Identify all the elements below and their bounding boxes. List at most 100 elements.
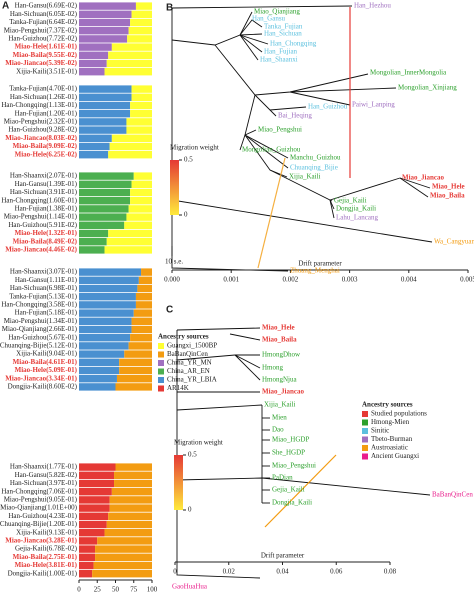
colorbar-title: Migration weight: [174, 439, 223, 447]
row-label: Miao-Jiancao(5.39E-02): [5, 59, 77, 67]
leaf-label: Chuanqing_Bijie: [290, 164, 338, 172]
row-label: Han-Fujian(1.20E-01): [15, 109, 78, 117]
row-label: Han-Sichuan(3.97E-01): [10, 479, 78, 487]
x-tick-label: 0: [77, 586, 81, 594]
bar-segment: [108, 229, 152, 238]
row-label: Han-Gansu(1.39E-01): [15, 180, 78, 188]
panel-label: B: [166, 3, 173, 14]
panel-label: C: [166, 305, 173, 316]
bar-segment: [79, 43, 112, 51]
colorbar-tick-label: 0.5: [188, 451, 197, 459]
row-label: Han-Sichuan(6.98E-01): [10, 284, 78, 292]
bar-segment: [111, 134, 152, 142]
leaf-label: Hmong: [262, 364, 284, 372]
bar-segment: [131, 93, 152, 101]
leaf-label: Wa_Cangyuan: [434, 238, 474, 246]
leaf-label: BaBanQinCen: [432, 491, 473, 499]
leaf-label: Xijia_Kaili: [264, 401, 296, 409]
bar-segment: [130, 101, 152, 110]
bar-segment: [79, 229, 109, 238]
leaf-label: Miao_Jiancao: [402, 174, 444, 182]
bar-segment: [135, 301, 152, 309]
leaf-label: Mien: [272, 414, 287, 422]
row-label: Han-Guizhou(5.67E-01): [8, 333, 77, 341]
legend-swatch: [158, 368, 164, 375]
bar-segment: [79, 51, 109, 59]
bar-segment: [116, 375, 152, 383]
bar-segment: [79, 213, 127, 221]
bar-segment: [126, 126, 152, 134]
x-tick-label: 0.003: [342, 276, 358, 284]
row-label: Tanka-Fujian(6.64E-02): [9, 18, 77, 26]
leaf-label: Lahu_Lancang: [336, 214, 378, 222]
row-label: Chuanqing-Bijie(1.20E-01): [0, 520, 78, 528]
x-tick-label: 0.000: [164, 276, 180, 284]
bar-segment: [106, 520, 152, 529]
bar-segment: [79, 545, 96, 553]
row-label: Miao-Pengshui(2.32E-01): [4, 118, 78, 126]
row-label: Miao-Jiancao(8.03E-02): [5, 134, 77, 142]
bar-segment: [131, 85, 152, 93]
row-label: Miao-Baila(9.55E-02): [13, 51, 78, 59]
migration-edge: [264, 454, 337, 528]
leaf-label: Manchu_Guizhou: [290, 154, 341, 162]
leaf-label: Bai_Heqing: [278, 112, 312, 120]
row-label: Han-Chongqing(1.60E-01): [1, 196, 77, 204]
bar-segment: [106, 59, 152, 68]
leaf-label: Dongjia_Kaili: [272, 499, 312, 507]
row-label: Xijia-Kaili(9.04E-01): [16, 350, 78, 358]
legend-title: Ancestry sources: [362, 401, 413, 409]
legend-swatch: [362, 419, 368, 426]
row-label: Han-Shaanxi(1.77E-01): [10, 463, 78, 471]
bar-segment: [92, 570, 152, 578]
bar-segment: [130, 18, 152, 27]
bar-segment: [109, 496, 152, 504]
bar-segment: [115, 463, 152, 471]
leaf-label: Miao_Baila: [430, 192, 465, 200]
bar-segment: [93, 561, 152, 570]
bar-segment: [104, 68, 152, 76]
leaf-label: Miao_Qianjiang: [254, 8, 300, 16]
x-tick-label: 0.04: [276, 568, 289, 576]
row-label: Xijia-Kaili(9.13E-01): [16, 528, 78, 536]
migration-edge: [257, 157, 286, 269]
bar-segment: [79, 151, 109, 159]
bar-segment: [79, 488, 112, 496]
bar-segment: [79, 463, 116, 471]
bar-segment: [124, 350, 152, 358]
bar-segment: [79, 309, 134, 317]
bar-segment: [131, 325, 152, 334]
leaf-label: Paiwi_Lanping: [352, 101, 395, 109]
bar-segment: [126, 213, 152, 221]
bar-segment: [79, 375, 117, 383]
bar-segment: [79, 18, 131, 27]
panel-label: A: [2, 1, 9, 12]
bar-segment: [114, 471, 152, 479]
leaf-label: Han_Fujian: [264, 48, 298, 56]
leaf-label: Tanka_Fujian: [264, 23, 303, 31]
bar-segment: [106, 238, 152, 246]
row-label: Miao-Qianjiang(1.01E+00): [0, 504, 78, 512]
bar-segment: [79, 529, 105, 537]
bar-segment: [104, 246, 152, 254]
row-label: Miao-Baila(2.75E-01): [13, 553, 78, 561]
row-label: Miao-Baila(8.49E-02): [13, 237, 78, 245]
bar-segment: [141, 268, 152, 276]
bar-segment: [114, 479, 152, 488]
bar-segment: [79, 197, 131, 205]
bar-segment: [79, 221, 125, 229]
row-label: Han-Shaanxi(3.07E-01): [10, 268, 78, 276]
leaf-label: Miao_Pengshui: [258, 126, 302, 134]
row-label: Han-Sichuan(6.05E-02): [10, 10, 78, 18]
legend-swatch: [362, 428, 368, 434]
bar-segment: [79, 93, 132, 101]
legend-label: Sinitic: [371, 427, 389, 435]
bar-segment: [95, 545, 152, 553]
bar-segment: [130, 188, 152, 197]
legend-swatch: [158, 343, 164, 349]
row-label: Han-Guizhou(4.23E-01): [8, 512, 77, 520]
leaf-label: HmongDhow: [262, 351, 301, 359]
row-label: Miao-Qianjiang(2.66E-01): [2, 325, 78, 333]
x-tick-label: 100: [147, 586, 158, 594]
leaf-label: HmongNjua: [262, 376, 298, 384]
